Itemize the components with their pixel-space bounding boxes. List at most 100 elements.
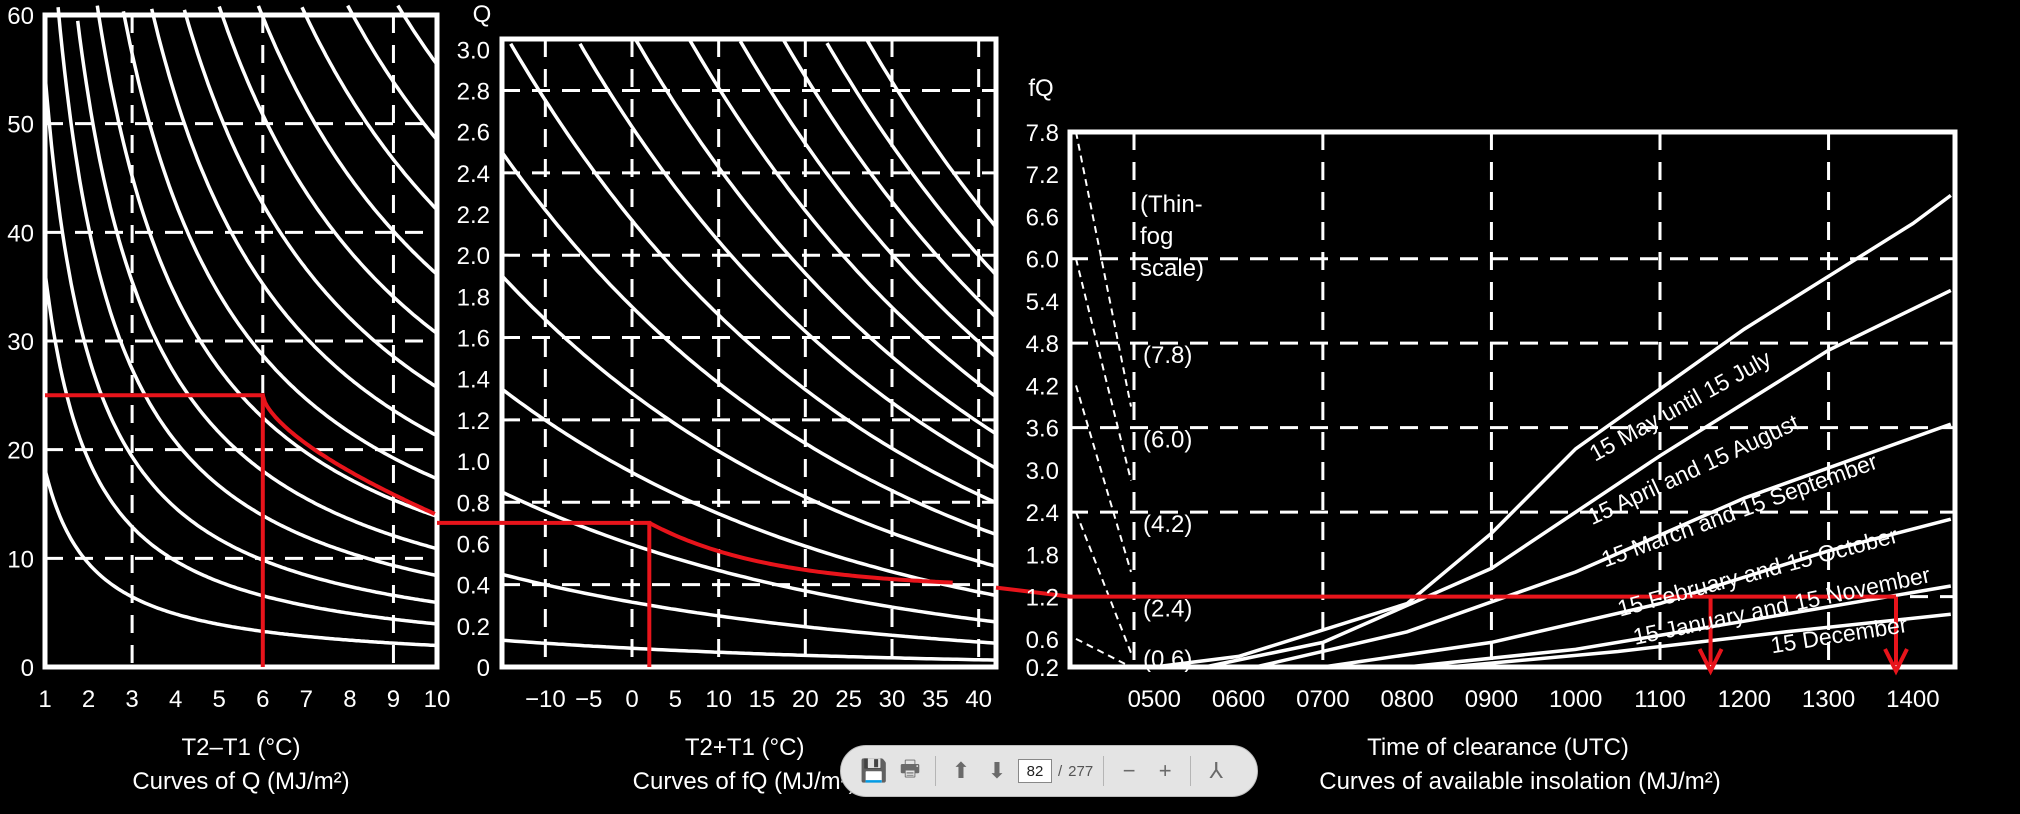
x-tick-label: 1100: [1634, 686, 1686, 713]
y-tick-label: 2.2: [457, 202, 490, 229]
previous-page-icon[interactable]: ⬆: [951, 758, 971, 783]
y-tick-label: 0: [21, 655, 34, 682]
x-tick-label: 4: [169, 686, 182, 713]
y-tick-label: 4.8: [1026, 331, 1059, 358]
q-curve: [149, 8, 438, 438]
toolbar-divider: [935, 756, 936, 786]
y-tick-label: 0.2: [1026, 655, 1059, 682]
y-tick-label: 40: [7, 220, 34, 247]
season-curve: [1204, 288, 1952, 669]
fq-curve: [825, 42, 998, 276]
y-tick-label: 1.8: [1026, 542, 1059, 569]
q-curve: [75, 20, 438, 551]
q-curve: [346, 4, 439, 141]
y-axis-title: fQ: [1028, 75, 1053, 102]
y-tick-label: 0.2: [457, 614, 490, 641]
y-tick-label: 6.0: [1026, 247, 1059, 274]
thin-fog-label: scale): [1140, 255, 1204, 282]
x-tick-label: 10: [705, 686, 732, 713]
fq-curve: [738, 40, 998, 359]
toolbar-divider: [1103, 756, 1105, 786]
x-tick-label: 2: [82, 686, 95, 713]
x-axis-title: Time of clearance (UTC): [1367, 734, 1629, 761]
fq-curve: [864, 37, 998, 229]
next-page-icon[interactable]: ⬇: [987, 758, 1007, 783]
page-number-input[interactable]: [1018, 759, 1052, 783]
fq-curve: [509, 42, 997, 505]
panel-frame: [1067, 129, 1958, 670]
example-path: [260, 394, 436, 516]
fq-curve: [578, 42, 997, 470]
x-axis-title: T2–T1 (°C): [182, 734, 301, 761]
x-tick-label: 9: [387, 686, 400, 713]
season-curve: [1322, 517, 1952, 669]
page-separator: /: [1058, 762, 1063, 780]
y-tick-label: 2.0: [457, 243, 490, 270]
y-tick-label: 2.4: [457, 161, 490, 188]
season-curve: [1255, 422, 1952, 669]
fq-curve: [500, 274, 997, 568]
zoom-out-icon[interactable]: −: [1122, 758, 1136, 783]
y-tick-label: 3.0: [457, 37, 490, 64]
x-tick-label: 5: [669, 686, 682, 713]
x-tick-label: 0500: [1128, 686, 1181, 713]
fq-curve: [501, 490, 997, 624]
x-tick-label: −5: [575, 686, 602, 713]
season-curve: [1112, 193, 1952, 669]
y-tick-label: 2.4: [1026, 500, 1059, 527]
y-tick-label: 4.2: [1026, 373, 1059, 400]
q-curve: [121, 10, 438, 481]
y-tick-label: 6.6: [1026, 204, 1059, 231]
zoom-in-icon[interactable]: +: [1158, 758, 1172, 783]
y-tick-label: 1.6: [457, 326, 490, 353]
thin-fog-tick-label: (4.2): [1143, 511, 1192, 538]
chart-title: Curves of Q (MJ/m²): [132, 768, 349, 795]
thin-fog-label: fog: [1140, 223, 1173, 250]
thin-fog-line: [1075, 637, 1132, 668]
x-tick-label: 1400: [1886, 686, 1939, 713]
x-tick-label: 5: [213, 686, 226, 713]
y-tick-label: 3.6: [1026, 416, 1059, 443]
panel-frame: [42, 12, 440, 670]
save-icon[interactable]: 💾: [860, 758, 888, 783]
example-path: [648, 521, 953, 585]
y-tick-label: 0.8: [457, 490, 490, 517]
season-label: 15 December: [1769, 611, 1910, 658]
thin-fog-line: [1075, 385, 1132, 573]
thin-fog-tick-label: (6.0): [1143, 427, 1192, 454]
fq-curve: [634, 39, 997, 436]
y-tick-label: 20: [7, 438, 34, 465]
x-tick-label: 3: [125, 686, 138, 713]
acrobat-icon[interactable]: ⅄: [1209, 758, 1223, 783]
y-tick-label: 0: [477, 655, 490, 682]
y-axis-title: Q: [473, 1, 492, 28]
q-curve: [300, 6, 439, 211]
thin-fog-tick-label: (2.4): [1143, 596, 1192, 623]
x-tick-label: 25: [835, 686, 862, 713]
print-icon[interactable]: 🖶: [899, 756, 921, 781]
x-tick-label: 15: [749, 686, 776, 713]
x-tick-label: 0800: [1380, 686, 1433, 713]
y-tick-label: 1.2: [457, 408, 490, 435]
q-curve: [56, 7, 438, 578]
y-tick-label: 60: [7, 3, 34, 30]
q-curve: [182, 9, 438, 389]
x-tick-label: 20: [792, 686, 819, 713]
arrow-head: [1883, 648, 1909, 676]
x-tick-label: 1200: [1718, 686, 1771, 713]
q-curve: [256, 5, 439, 276]
season-curve: [1406, 584, 1952, 669]
x-tick-label: 35: [922, 686, 949, 713]
x-tick-label: 1: [38, 686, 51, 713]
x-tick-label: 10: [424, 686, 451, 713]
q-curve: [43, 74, 438, 605]
thin-fog-line: [1075, 511, 1132, 654]
x-tick-label: −10: [525, 686, 566, 713]
y-tick-label: 2.8: [457, 78, 490, 105]
x-axis-title: T2+T1 (°C): [685, 734, 805, 761]
pdf-viewer-toolbar: 💾 🖶 ⬆ ⬇ / 277 − + ⅄: [840, 745, 1258, 797]
x-tick-label: 1000: [1549, 686, 1602, 713]
x-tick-label: 40: [965, 686, 992, 713]
panel-frame: [499, 36, 999, 670]
q-curve: [43, 271, 438, 626]
